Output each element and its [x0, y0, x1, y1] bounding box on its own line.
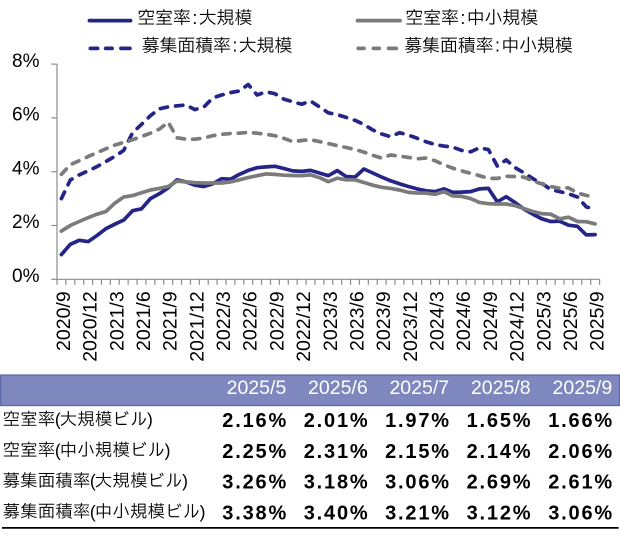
svg-text:2022/9: 2022/9 [266, 291, 288, 351]
svg-text:2025/7: 2025/7 [389, 377, 449, 399]
svg-text:2025/8: 2025/8 [471, 377, 531, 399]
svg-text:): ) [200, 502, 206, 522]
svg-text:2025/6: 2025/6 [560, 291, 582, 351]
svg-text:6%: 6% [12, 105, 40, 126]
svg-text:2021/6: 2021/6 [133, 291, 155, 351]
svg-text:): ) [147, 410, 153, 430]
svg-text:2025/6: 2025/6 [308, 377, 368, 399]
svg-text:2025/9: 2025/9 [587, 291, 609, 351]
svg-text:2024/9: 2024/9 [480, 291, 502, 351]
svg-text:(: ( [55, 440, 61, 460]
svg-text:2023/9: 2023/9 [373, 291, 395, 351]
svg-text::: : [232, 36, 237, 56]
svg-text::: : [495, 36, 500, 56]
svg-text:2024/6: 2024/6 [453, 291, 475, 351]
svg-text:2%: 2% [12, 212, 40, 233]
svg-text:0%: 0% [12, 266, 40, 287]
svg-text:(: ( [90, 471, 96, 491]
svg-text::: : [460, 8, 465, 28]
svg-text:): ) [165, 440, 171, 460]
svg-text:2020/12: 2020/12 [80, 291, 102, 362]
svg-text:2022/3: 2022/3 [213, 291, 235, 351]
svg-text:2024/3: 2024/3 [427, 291, 449, 351]
svg-text:4%: 4% [12, 158, 40, 179]
svg-text:2025/9: 2025/9 [553, 377, 613, 399]
svg-text:2021/12: 2021/12 [186, 291, 208, 362]
svg-text:2020/9: 2020/9 [53, 291, 75, 351]
svg-text:(: ( [55, 410, 61, 430]
svg-text:2021/9: 2021/9 [160, 291, 182, 351]
svg-text:): ) [182, 471, 188, 491]
svg-text:2021/3: 2021/3 [106, 291, 128, 351]
svg-text:2025/5: 2025/5 [227, 377, 287, 399]
svg-text:2025/3: 2025/3 [533, 291, 555, 351]
svg-text:2023/6: 2023/6 [347, 291, 369, 351]
svg-text:2022/6: 2022/6 [240, 291, 262, 351]
svg-text:(: ( [90, 502, 96, 522]
svg-text::: : [192, 8, 197, 28]
svg-text:8%: 8% [12, 51, 40, 72]
svg-text:2023/12: 2023/12 [400, 291, 422, 362]
svg-text:2024/12: 2024/12 [507, 291, 529, 362]
svg-text:2022/12: 2022/12 [293, 291, 315, 362]
svg-text:2023/3: 2023/3 [320, 291, 342, 351]
